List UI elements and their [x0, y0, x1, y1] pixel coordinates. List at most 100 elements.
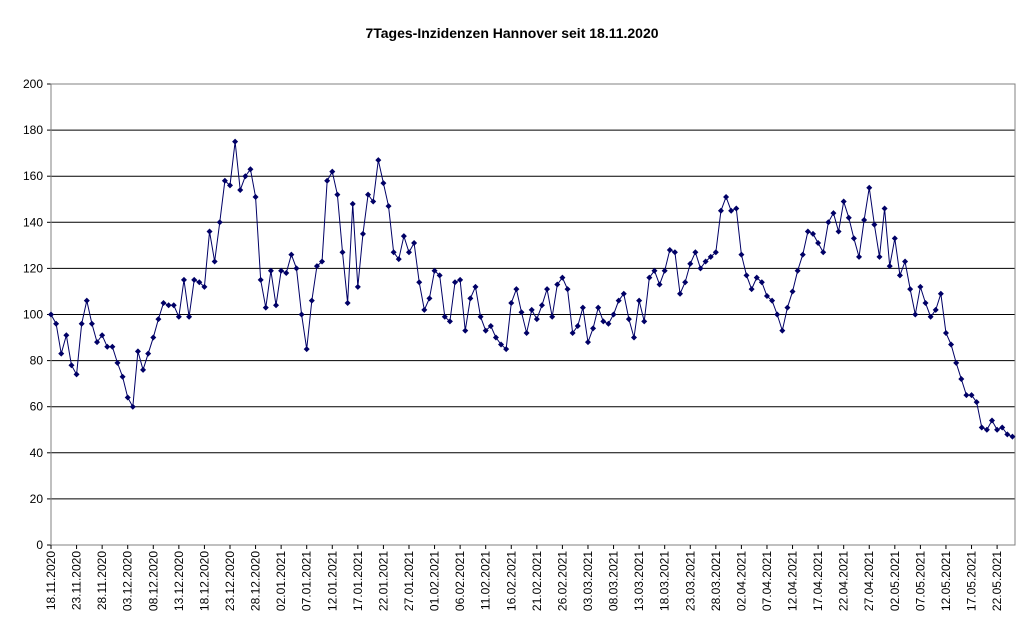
x-tick-label: 12.01.2021 [325, 551, 339, 611]
data-marker [671, 249, 678, 256]
x-tick-label: 22.04.2021 [837, 551, 851, 611]
data-marker [963, 392, 970, 399]
data-marker [114, 359, 121, 366]
y-tick-label: 80 [30, 354, 44, 368]
data-marker [63, 332, 70, 339]
data-marker [646, 274, 653, 281]
x-tick-label: 11.02.2021 [479, 551, 493, 610]
data-marker [753, 274, 760, 281]
data-marker [948, 341, 955, 348]
data-marker [942, 329, 949, 336]
data-marker [922, 299, 929, 306]
data-marker [339, 249, 346, 256]
data-marker [303, 346, 310, 353]
data-marker [498, 341, 505, 348]
data-marker [267, 267, 274, 274]
data-marker [615, 297, 622, 304]
data-marker [426, 295, 433, 302]
data-marker [544, 286, 551, 293]
data-marker [687, 260, 694, 267]
data-marker [170, 302, 177, 309]
data-marker [886, 263, 893, 270]
x-tick-label: 12.05.2021 [939, 551, 953, 611]
data-marker [896, 272, 903, 279]
x-tick-label: 13.03.2021 [632, 551, 646, 611]
data-marker [774, 311, 781, 318]
x-tick-label: 18.03.2021 [658, 551, 672, 611]
data-marker [257, 276, 264, 283]
data-marker [809, 230, 816, 237]
chart-title: 7Tages-Inzidenzen Hannover seit 18.11.20… [365, 25, 658, 41]
x-tick-label: 23.11.2020 [70, 551, 84, 610]
data-marker [390, 249, 397, 256]
data-marker [375, 157, 382, 164]
data-marker [252, 193, 259, 200]
x-tick-label: 22.05.2021 [990, 551, 1004, 611]
data-marker [1009, 433, 1016, 440]
data-marker [723, 193, 730, 200]
data-marker [400, 233, 407, 240]
data-marker [677, 290, 684, 297]
data-marker [763, 293, 770, 300]
data-marker [457, 276, 464, 283]
data-marker [620, 290, 627, 297]
data-marker [201, 283, 208, 290]
data-marker [584, 339, 591, 346]
data-marker [779, 327, 786, 334]
data-marker [1004, 431, 1011, 438]
x-tick-label: 28.12.2020 [249, 551, 263, 611]
data-marker [354, 283, 361, 290]
data-marker [917, 283, 924, 290]
data-marker [590, 325, 597, 332]
x-tick-label: 06.02.2021 [453, 551, 467, 611]
data-marker [191, 276, 198, 283]
data-marker [820, 249, 827, 256]
x-tick-label: 27.01.2021 [402, 551, 416, 611]
data-marker [416, 279, 423, 286]
data-marker [856, 253, 863, 260]
data-marker [436, 272, 443, 279]
data-marker [165, 302, 172, 309]
data-marker [482, 327, 489, 334]
data-marker [359, 230, 366, 237]
data-marker [707, 253, 714, 260]
data-marker [758, 279, 765, 286]
data-marker [564, 286, 571, 293]
x-tick-label: 08.12.2020 [146, 551, 160, 611]
data-marker [789, 288, 796, 295]
x-tick-label: 07.04.2021 [760, 551, 774, 611]
data-marker [866, 184, 873, 191]
data-marker [861, 216, 868, 223]
data-marker [666, 246, 673, 253]
data-marker [738, 251, 745, 258]
data-marker [211, 258, 218, 265]
data-marker [523, 329, 530, 336]
x-tick-label: 08.03.2021 [607, 551, 621, 611]
x-tick-label: 02.05.2021 [888, 551, 902, 611]
y-tick-label: 180 [23, 123, 43, 137]
data-marker [953, 359, 960, 366]
x-tick-label: 07.01.2021 [300, 551, 314, 611]
data-marker [748, 286, 755, 293]
data-marker [237, 187, 244, 194]
x-tick-label: 23.03.2021 [683, 551, 697, 611]
data-marker [411, 240, 418, 247]
data-marker [395, 256, 402, 263]
data-marker [958, 376, 965, 383]
x-tick-label: 18.12.2020 [197, 551, 211, 611]
data-marker [845, 214, 852, 221]
y-tick-label: 40 [30, 446, 44, 460]
data-marker [313, 263, 320, 270]
data-marker [349, 200, 356, 207]
data-marker [815, 240, 822, 247]
x-tick-label: 26.02.2021 [555, 551, 569, 611]
x-tick-label: 28.11.2020 [95, 551, 109, 610]
data-marker [196, 279, 203, 286]
data-marker [273, 302, 280, 309]
data-marker [533, 316, 540, 323]
data-marker [324, 177, 331, 184]
data-marker [109, 343, 116, 350]
data-marker [83, 297, 90, 304]
data-marker [825, 219, 832, 226]
